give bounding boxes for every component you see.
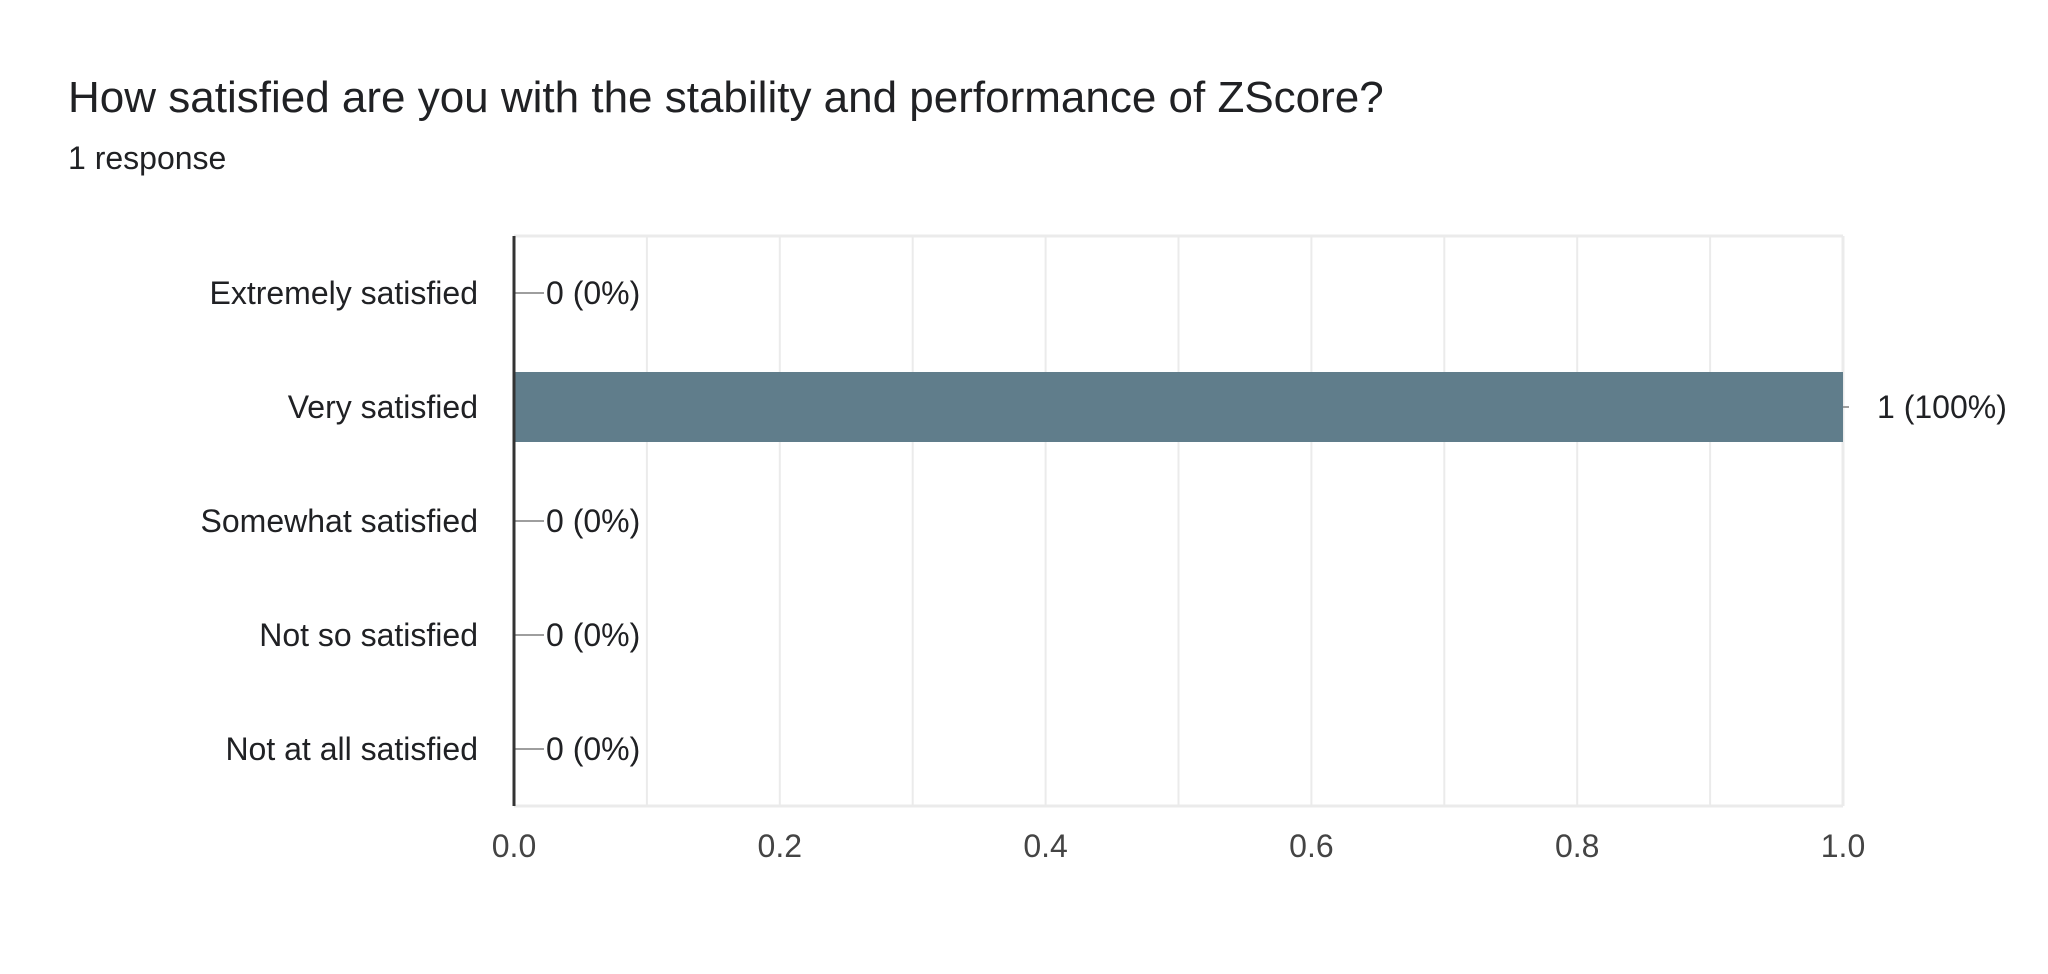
response-count: 1 response: [68, 140, 227, 176]
category-label: Somewhat satisfied: [201, 503, 478, 539]
x-tick-label: 0.0: [492, 828, 536, 864]
chart-labels: Extremely satisfied 0 (0%) Very satisfied 1…: [201, 275, 2007, 864]
category-label: Not so satisfied: [259, 617, 478, 653]
chart-gridlines: [514, 234, 1845, 808]
category-label: Very satisfied: [288, 389, 478, 425]
x-tick-label: 0.2: [758, 828, 802, 864]
category-label: Extremely satisfied: [209, 275, 478, 311]
value-label: 1 (100%): [1877, 389, 2007, 425]
chart-bars: [514, 292, 1849, 750]
category-label: Not at all satisfied: [225, 731, 478, 767]
value-label: 0 (0%): [546, 275, 640, 311]
x-tick-label: 0.8: [1555, 828, 1599, 864]
question-title: How satisfied are you with the stability…: [68, 73, 1384, 122]
value-label: 0 (0%): [546, 503, 640, 539]
bar: [514, 372, 1843, 442]
value-label: 0 (0%): [546, 617, 640, 653]
value-label: 0 (0%): [546, 731, 640, 767]
x-tick-label: 0.4: [1023, 828, 1067, 864]
x-tick-label: 1.0: [1821, 828, 1865, 864]
x-tick-label: 0.6: [1289, 828, 1333, 864]
